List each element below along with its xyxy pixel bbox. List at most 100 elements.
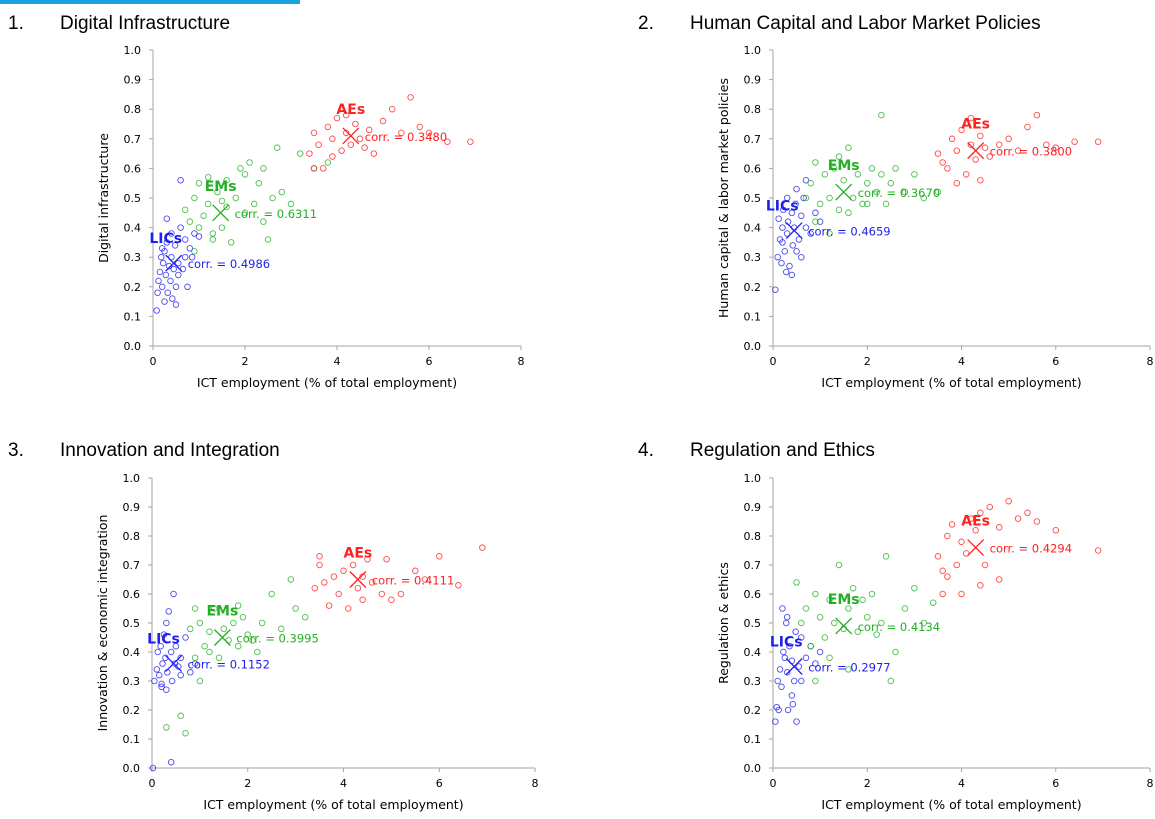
- data-point-ems: [287, 200, 295, 208]
- group-label-ems: EMs: [828, 592, 860, 608]
- data-point-lics: [165, 608, 173, 615]
- data-point-ems: [177, 712, 184, 720]
- data-point-ems: [878, 171, 885, 178]
- data-point-aes: [995, 524, 1003, 531]
- data-point-lics: [182, 634, 189, 641]
- data-point-aes: [397, 590, 405, 598]
- data-point-ems: [802, 194, 810, 202]
- y-tick-label: 0.8: [124, 103, 142, 116]
- x-axis-label: ICT employment (% of total employment): [203, 797, 463, 812]
- data-point-ems: [246, 159, 253, 166]
- data-point-ems: [920, 194, 928, 202]
- data-point-aes: [934, 150, 942, 157]
- data-point-ems: [278, 188, 286, 196]
- panel-3-title: 3. Innovation and Integration: [8, 440, 280, 462]
- data-point-lics: [792, 200, 799, 208]
- data-point-aes: [1005, 135, 1012, 143]
- data-point-ems: [191, 605, 199, 612]
- data-point-ems: [911, 171, 918, 178]
- y-tick-label: 0.4: [744, 222, 762, 235]
- data-point-lics: [793, 185, 800, 193]
- data-point-aes: [953, 147, 961, 154]
- data-point-lics: [167, 648, 175, 656]
- data-point-lics: [779, 224, 786, 231]
- data-point-aes: [944, 573, 951, 580]
- data-point-ems: [826, 654, 833, 662]
- data-point-ems: [840, 625, 847, 633]
- y-tick-label: 1.0: [744, 44, 762, 57]
- data-point-lics: [159, 660, 166, 667]
- data-point-ems: [210, 605, 218, 612]
- data-point-lics: [774, 253, 781, 261]
- data-point-aes: [329, 135, 336, 143]
- data-point-ems: [301, 613, 309, 621]
- data-point-aes: [340, 567, 347, 575]
- data-point-lics: [158, 283, 166, 291]
- data-point-ems: [237, 165, 244, 172]
- data-point-lics: [171, 242, 179, 249]
- panel-2-number: 2.: [638, 13, 654, 34]
- corr-label-ems: corr. = 0.3995: [236, 632, 318, 646]
- y-axis-label: Digital infrastructure: [96, 133, 111, 263]
- data-point-ems: [234, 642, 242, 650]
- data-point-ems: [920, 619, 928, 627]
- data-point-ems: [793, 579, 800, 586]
- data-point-aes: [368, 579, 376, 586]
- data-point-ems: [892, 648, 899, 656]
- data-point-aes: [948, 521, 956, 528]
- data-point-aes: [944, 165, 951, 172]
- data-point-lics: [151, 677, 158, 685]
- data-point-aes: [316, 553, 323, 560]
- y-tick-label: 0.6: [124, 162, 142, 175]
- data-point-ems: [191, 654, 199, 662]
- x-tick-label: 8: [532, 777, 539, 790]
- panel-2-title: 2. Human Capital and Labor Market Policie…: [638, 13, 1041, 35]
- data-point-lics: [154, 289, 161, 296]
- y-tick-label: 0.4: [123, 646, 141, 659]
- data-point-aes: [378, 590, 386, 598]
- data-point-lics: [172, 283, 180, 291]
- data-point-lics: [191, 230, 198, 237]
- data-point-aes: [977, 582, 984, 589]
- data-point-lics: [793, 248, 800, 255]
- data-point-aes: [977, 132, 984, 140]
- y-tick-label: 0.3: [123, 675, 141, 688]
- data-point-ems: [204, 200, 212, 208]
- data-point-ems: [821, 171, 829, 178]
- panel-4-number: 4.: [638, 440, 654, 461]
- data-point-aes: [995, 141, 1003, 148]
- data-point-lics: [154, 648, 161, 656]
- y-tick-label: 0.3: [744, 675, 762, 688]
- data-point-lics: [783, 613, 791, 621]
- y-tick-label: 0.8: [123, 530, 141, 543]
- data-point-ems: [845, 144, 852, 151]
- data-point-lics: [181, 236, 189, 243]
- data-point-lics: [155, 671, 163, 679]
- data-point-ems: [191, 248, 198, 255]
- y-tick-label: 0.6: [744, 588, 762, 601]
- data-point-aes: [319, 165, 327, 172]
- y-tick-label: 0.9: [123, 501, 141, 514]
- centroid-marker-lics: [785, 222, 803, 240]
- centroid-marker-lics: [165, 655, 183, 673]
- y-tick-label: 0.8: [744, 103, 762, 116]
- data-point-ems: [868, 165, 876, 172]
- data-point-aes: [370, 150, 378, 157]
- data-point-lics: [802, 176, 810, 184]
- data-point-lics: [788, 209, 796, 217]
- data-point-ems: [835, 561, 843, 569]
- y-tick-label: 0.2: [123, 704, 141, 717]
- y-axis-label: Regulation & ethics: [716, 562, 731, 684]
- data-point-aes: [407, 94, 414, 101]
- y-tick-label: 0.1: [123, 733, 141, 746]
- data-point-aes: [388, 105, 396, 113]
- data-point-ems: [201, 642, 208, 650]
- data-point-lics: [169, 295, 176, 302]
- data-point-lics: [167, 758, 175, 766]
- data-point-ems: [206, 628, 213, 635]
- data-point-ems: [831, 619, 838, 627]
- data-point-aes: [364, 555, 371, 563]
- panel-4-title: 4. Regulation and Ethics: [638, 440, 875, 462]
- data-point-ems: [324, 159, 332, 166]
- data-point-aes: [986, 153, 994, 160]
